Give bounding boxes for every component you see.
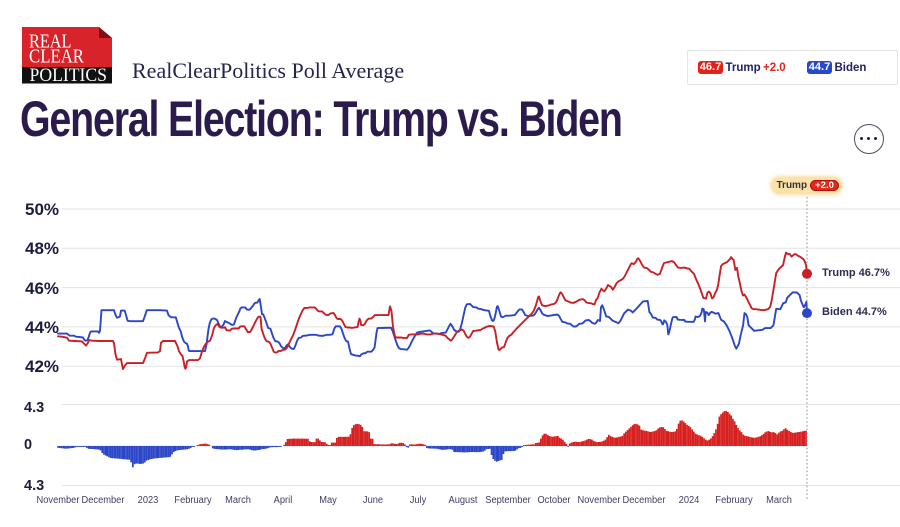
svg-text:POLITICS: POLITICS: [30, 65, 108, 84]
svg-text:CLEAR: CLEAR: [29, 46, 84, 67]
svg-text:REAL: REAL: [29, 31, 72, 52]
